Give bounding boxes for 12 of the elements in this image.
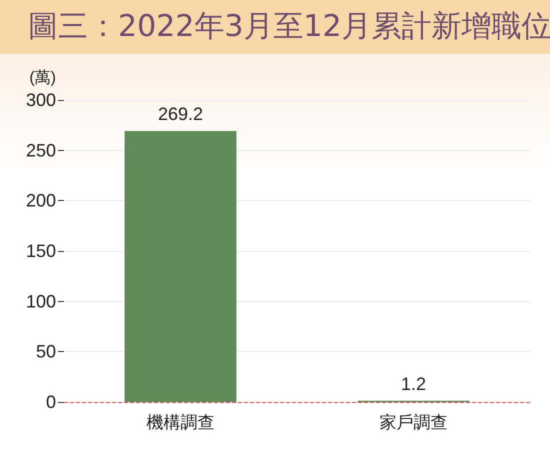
y-tick-label: 300 (26, 90, 56, 110)
y-tick-label: 200 (26, 190, 56, 211)
y-tick-label: 100 (26, 291, 56, 312)
y-tick-label: 50 (36, 342, 56, 362)
x-tick-label: 機構調查 (146, 413, 214, 432)
data-label: 1.2 (400, 374, 426, 394)
y-tick-label: 150 (26, 241, 56, 261)
x-tick-label: 家戶調查 (380, 413, 448, 432)
y-axis-title: (萬) (29, 68, 56, 86)
y-tick-label: 0 (46, 392, 56, 412)
y-tick-label: 250 (26, 140, 56, 160)
data-label: 269.2 (158, 104, 204, 124)
